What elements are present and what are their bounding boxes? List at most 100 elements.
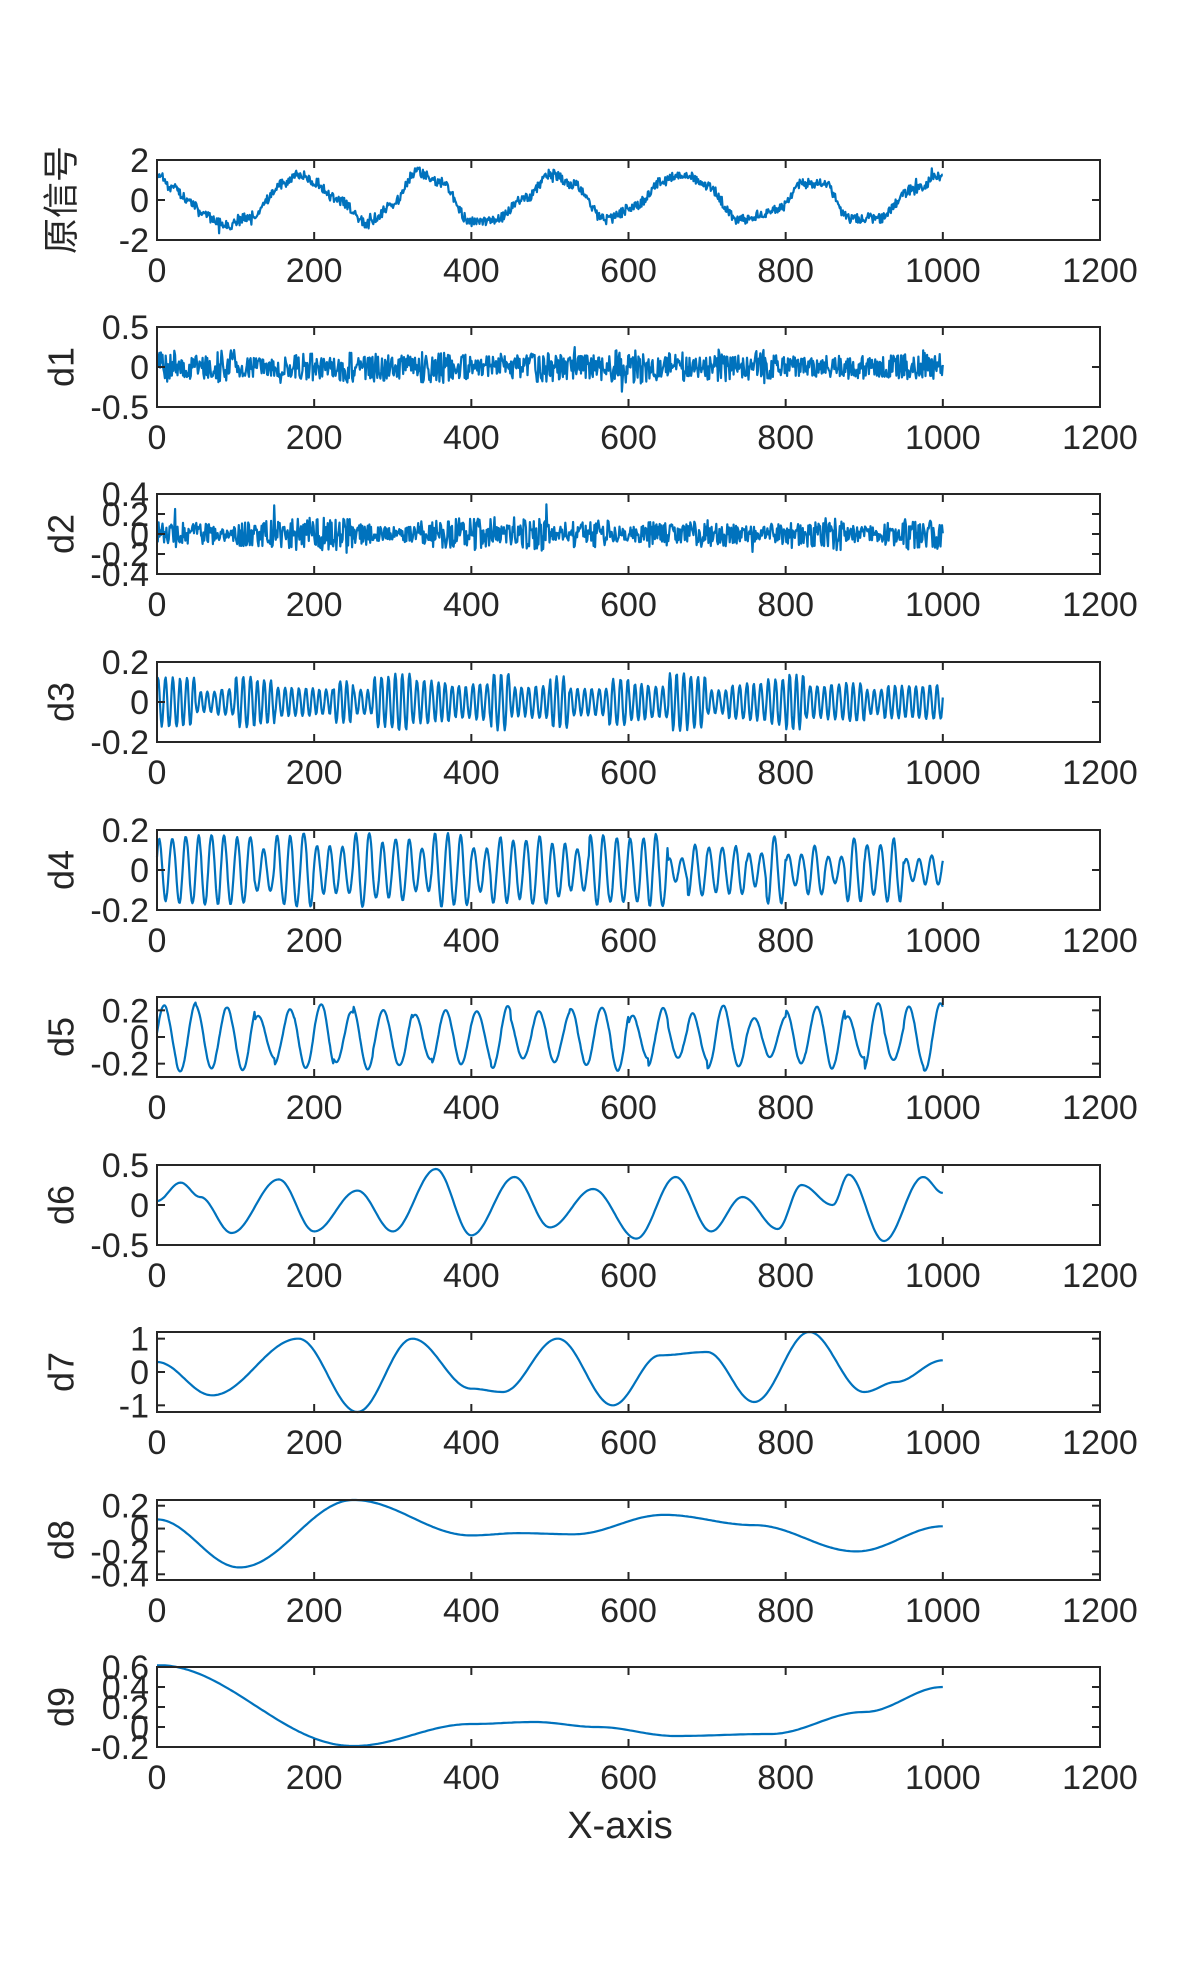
x-tick-label: 1000 [905,922,981,960]
y-tick-label: -0.2 [90,724,149,762]
x-tick-label: 800 [757,754,814,792]
x-tick-label: 800 [757,252,814,290]
x-axis-label: X-axis [567,1805,673,1847]
x-tick-label: 800 [757,1424,814,1462]
y-tick-label: 0 [130,1019,149,1057]
x-tick-label: 600 [600,1089,657,1127]
x-tick-label: 600 [600,252,657,290]
x-tick-label: 600 [600,1592,657,1630]
x-tick-label: 200 [286,419,343,457]
y-tick-label: 0 [130,852,149,890]
x-tick-label: 0 [148,1424,167,1462]
x-tick-label: 200 [286,1257,343,1295]
axes-frame [156,159,1101,241]
x-tick-label: 800 [757,1759,814,1797]
x-tick-label: 0 [148,1089,167,1127]
y-axis-label: d3 [41,682,82,722]
y-tick-label: 0.2 [102,1488,149,1526]
x-tick-label: 400 [443,1759,500,1797]
axes-frame [156,661,1101,743]
x-tick-label: 1000 [905,252,981,290]
x-tick-label: 0 [148,419,167,457]
y-tick-label: 0.4 [102,476,149,514]
axes-frame [156,1499,1101,1581]
x-tick-label: 400 [443,419,500,457]
series-line-6 [155,1001,944,1073]
x-tick-label: 1200 [1062,1089,1138,1127]
x-tick-label: 1200 [1062,1759,1138,1797]
y-tick-label: 0.2 [102,1689,149,1727]
x-tick-label: 200 [286,1592,343,1630]
y-axis-label: d1 [41,347,82,387]
subplot-2: 0 200 400 600 800 1000 1200-0.500.5d1 [41,309,1138,457]
y-axis-label: d7 [41,1352,82,1392]
x-tick-label: 0 [148,1257,167,1295]
x-tick-label: 1000 [905,1424,981,1462]
x-tick-label: 200 [286,1759,343,1797]
x-tick-label: 1000 [905,1089,981,1127]
x-tick-label: 600 [600,1257,657,1295]
x-tick-label: 1200 [1062,252,1138,290]
series-line-2 [155,346,944,393]
subplot-5: 0 200 400 600 800 1000 1200-0.200.2d4 [41,812,1138,960]
axes-frame [156,1164,1101,1246]
y-tick-label: 2 [130,142,149,180]
y-axis-label: d8 [41,1520,82,1560]
x-tick-label: 200 [286,252,343,290]
subplot-9: 0 200 400 600 800 1000 1200-0.4-0.200.2d8 [41,1488,1138,1630]
x-tick-label: 200 [286,1089,343,1127]
x-tick-label: 800 [757,1592,814,1630]
x-tick-label: 0 [148,922,167,960]
x-tick-label: 1000 [905,1257,981,1295]
x-tick-label: 0 [148,252,167,290]
y-tick-label: -0.4 [90,1556,149,1594]
y-axis-label: d9 [41,1687,82,1727]
x-tick-label: 200 [286,922,343,960]
x-tick-label: 0 [148,586,167,624]
x-tick-label: 400 [443,1592,500,1630]
y-tick-label: -0.2 [90,1533,149,1571]
y-axis-label: 原信号 [41,146,82,254]
y-tick-label: -0.5 [90,1227,149,1265]
y-tick-label: -2 [119,222,149,260]
x-tick-label: 200 [286,1424,343,1462]
x-tick-label: 0 [148,1592,167,1630]
y-tick-label: -0.4 [90,556,149,594]
x-tick-label: 1200 [1062,1424,1138,1462]
x-tick-label: 400 [443,754,500,792]
y-tick-label: -1 [119,1387,149,1425]
x-tick-label: 600 [600,586,657,624]
y-tick-label: 0.2 [102,644,149,682]
y-axis-label: d2 [41,514,82,554]
y-tick-label: 0.6 [102,1649,149,1687]
y-tick-label: 0.2 [102,496,149,534]
y-tick-label: 0.4 [102,1669,149,1707]
series-line-3 [155,503,944,554]
series-line-7 [156,1167,944,1243]
axes-frame [156,1666,1101,1748]
x-tick-label: 200 [286,754,343,792]
x-tick-label: 1200 [1062,1257,1138,1295]
y-tick-label: 0.5 [102,309,149,347]
x-tick-label: 0 [148,1759,167,1797]
subplot-7: 0 200 400 600 800 1000 1200-0.500.5d6 [41,1147,1138,1295]
y-tick-label: 1 [130,1321,149,1359]
x-tick-label: 800 [757,1257,814,1295]
x-tick-label: 600 [600,1424,657,1462]
y-tick-label: 0 [130,684,149,722]
x-tick-label: 400 [443,252,500,290]
y-tick-label: 0 [130,349,149,387]
x-tick-label: 600 [600,419,657,457]
y-tick-label: 0 [130,516,149,554]
y-tick-label: 0.2 [102,812,149,850]
series-line-4 [155,672,944,732]
y-tick-label: -0.5 [90,389,149,427]
x-tick-label: 1200 [1062,419,1138,457]
y-axis-label: d5 [41,1017,82,1057]
y-tick-label: -0.2 [90,536,149,574]
subplot-3: 0 200 400 600 800 1000 1200-0.4-0.200.20.4d2 [41,476,1138,624]
series-line-1 [155,166,944,235]
